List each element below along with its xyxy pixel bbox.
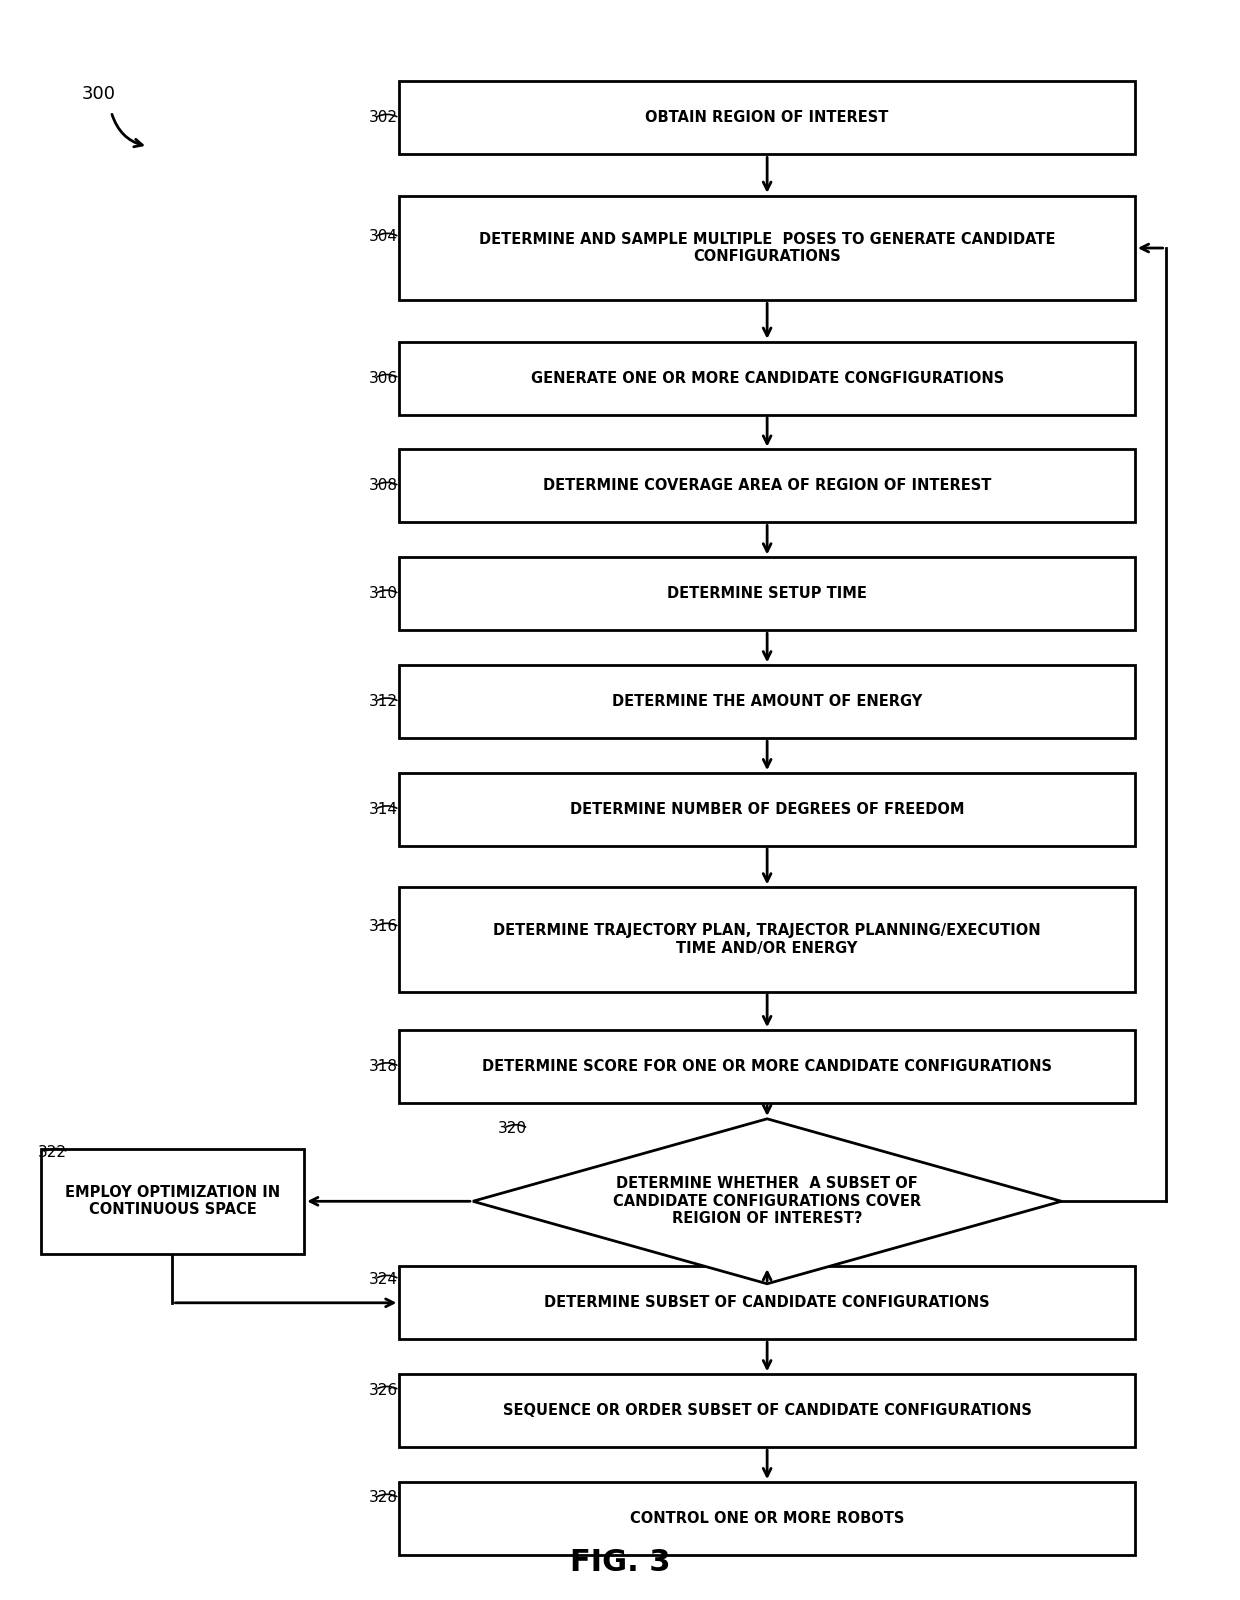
Text: 302: 302: [368, 110, 398, 125]
Text: 314: 314: [368, 802, 398, 818]
Text: 310: 310: [368, 586, 398, 602]
Text: OBTAIN REGION OF INTEREST: OBTAIN REGION OF INTEREST: [646, 110, 889, 125]
Text: SEQUENCE OR ORDER SUBSET OF CANDIDATE CONFIGURATIONS: SEQUENCE OR ORDER SUBSET OF CANDIDATE CO…: [502, 1403, 1032, 1418]
Text: DETERMINE SCORE FOR ONE OR MORE CANDIDATE CONFIGURATIONS: DETERMINE SCORE FOR ONE OR MORE CANDIDAT…: [482, 1059, 1052, 1074]
FancyBboxPatch shape: [399, 1482, 1135, 1555]
Text: 304: 304: [368, 229, 398, 245]
FancyBboxPatch shape: [41, 1149, 304, 1254]
Text: CONTROL ONE OR MORE ROBOTS: CONTROL ONE OR MORE ROBOTS: [630, 1510, 904, 1526]
Text: 322: 322: [37, 1144, 67, 1160]
Text: 324: 324: [368, 1272, 398, 1286]
FancyBboxPatch shape: [399, 195, 1135, 301]
Text: 312: 312: [368, 694, 398, 709]
Text: 320: 320: [497, 1122, 527, 1136]
Text: 300: 300: [82, 85, 115, 102]
FancyBboxPatch shape: [399, 666, 1135, 738]
Text: 306: 306: [368, 371, 398, 386]
FancyBboxPatch shape: [399, 82, 1135, 155]
Text: 326: 326: [368, 1382, 398, 1397]
Text: DETERMINE WHETHER  A SUBSET OF
CANDIDATE CONFIGURATIONS COVER
REIGION OF INTERES: DETERMINE WHETHER A SUBSET OF CANDIDATE …: [613, 1176, 921, 1226]
Text: DETERMINE COVERAGE AREA OF REGION OF INTEREST: DETERMINE COVERAGE AREA OF REGION OF INT…: [543, 478, 991, 493]
FancyBboxPatch shape: [399, 557, 1135, 630]
Text: DETERMINE NUMBER OF DEGREES OF FREEDOM: DETERMINE NUMBER OF DEGREES OF FREEDOM: [570, 802, 965, 818]
Text: GENERATE ONE OR MORE CANDIDATE CONGFIGURATIONS: GENERATE ONE OR MORE CANDIDATE CONGFIGUR…: [531, 371, 1003, 386]
Text: EMPLOY OPTIMIZATION IN
CONTINUOUS SPACE: EMPLOY OPTIMIZATION IN CONTINUOUS SPACE: [64, 1186, 280, 1218]
FancyBboxPatch shape: [399, 773, 1135, 846]
Text: DETERMINE TRAJECTORY PLAN, TRAJECTOR PLANNING/EXECUTION
TIME AND/OR ENERGY: DETERMINE TRAJECTORY PLAN, TRAJECTOR PLA…: [494, 923, 1040, 955]
Text: 308: 308: [368, 478, 398, 493]
FancyBboxPatch shape: [399, 1374, 1135, 1446]
Text: FIG. 3: FIG. 3: [569, 1549, 671, 1578]
Text: 316: 316: [368, 920, 398, 934]
Text: 318: 318: [368, 1059, 398, 1074]
Polygon shape: [472, 1118, 1061, 1283]
Text: DETERMINE THE AMOUNT OF ENERGY: DETERMINE THE AMOUNT OF ENERGY: [613, 694, 923, 709]
FancyBboxPatch shape: [399, 1030, 1135, 1102]
FancyBboxPatch shape: [399, 888, 1135, 992]
FancyBboxPatch shape: [399, 450, 1135, 523]
Text: DETERMINE AND SAMPLE MULTIPLE  POSES TO GENERATE CANDIDATE
CONFIGURATIONS: DETERMINE AND SAMPLE MULTIPLE POSES TO G…: [479, 232, 1055, 264]
Text: DETERMINE SUBSET OF CANDIDATE CONFIGURATIONS: DETERMINE SUBSET OF CANDIDATE CONFIGURAT…: [544, 1296, 990, 1310]
Text: 328: 328: [368, 1490, 398, 1506]
Text: DETERMINE SETUP TIME: DETERMINE SETUP TIME: [667, 586, 867, 602]
FancyBboxPatch shape: [399, 342, 1135, 414]
FancyBboxPatch shape: [399, 1266, 1135, 1339]
